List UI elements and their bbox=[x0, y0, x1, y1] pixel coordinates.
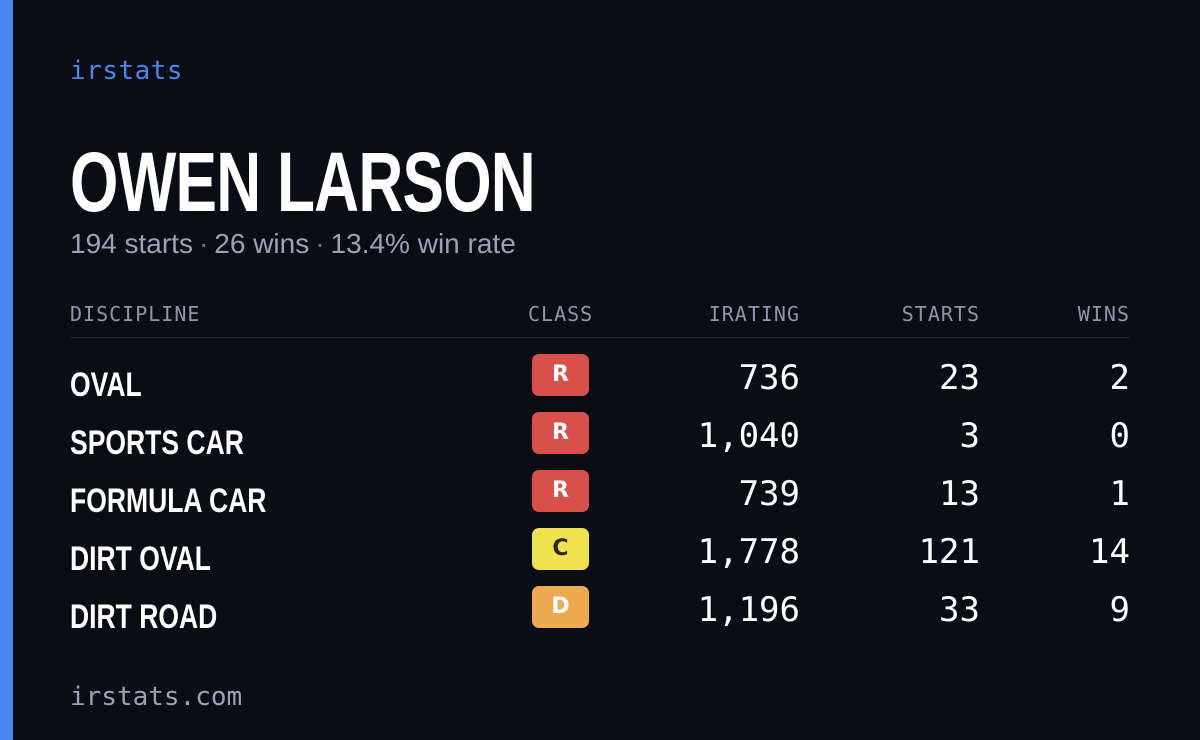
starts-value: 23 bbox=[939, 358, 980, 398]
table-row: DIRT ROAD D 1,196 33 9 bbox=[70, 584, 1130, 642]
discipline-name: DIRT ROAD bbox=[70, 598, 218, 636]
class-badge: C bbox=[532, 528, 589, 570]
wins-value: 2 bbox=[1109, 358, 1130, 398]
header-class: CLASS bbox=[528, 302, 594, 326]
irating-value: 1,196 bbox=[697, 590, 800, 630]
header-discipline: DISCIPLINE bbox=[70, 302, 201, 326]
stats-table: DISCIPLINE CLASS IRATING STARTS WINS OVA… bbox=[70, 298, 1130, 642]
header-starts: STARTS bbox=[901, 302, 980, 326]
player-summary: 194 starts · 26 wins · 13.4% win rate bbox=[70, 228, 516, 260]
footer-url: irstats.com bbox=[70, 682, 243, 712]
class-badge: R bbox=[532, 470, 589, 512]
summary-wins: 26 wins bbox=[214, 228, 310, 259]
discipline-name: SPORTS CAR bbox=[70, 424, 244, 462]
discipline-name: DIRT OVAL bbox=[70, 540, 211, 578]
header-irating: IRATING bbox=[708, 302, 800, 326]
header-wins: WINS bbox=[1077, 302, 1130, 326]
wins-value: 9 bbox=[1109, 590, 1130, 630]
wins-value: 0 bbox=[1109, 416, 1130, 456]
table-row: FORMULA CAR R 739 13 1 bbox=[70, 468, 1130, 526]
starts-value: 121 bbox=[918, 532, 980, 572]
summary-starts: 194 starts bbox=[70, 228, 193, 259]
irating-value: 1,778 bbox=[697, 532, 800, 572]
table-header: DISCIPLINE CLASS IRATING STARTS WINS bbox=[70, 298, 1130, 338]
accent-bar bbox=[0, 0, 13, 740]
discipline-name: OVAL bbox=[70, 366, 142, 404]
summary-separator: · bbox=[198, 228, 209, 259]
starts-value: 33 bbox=[939, 590, 980, 630]
summary-win-rate: 13.4% win rate bbox=[330, 228, 516, 259]
discipline-name: FORMULA CAR bbox=[70, 482, 267, 520]
wins-value: 14 bbox=[1089, 532, 1130, 572]
brand-logo: irstats bbox=[70, 56, 184, 86]
starts-value: 13 bbox=[939, 474, 980, 514]
wins-value: 1 bbox=[1109, 474, 1130, 514]
irating-value: 739 bbox=[738, 474, 800, 514]
player-name: OWEN LARSON bbox=[70, 135, 536, 229]
class-badge: R bbox=[532, 354, 589, 396]
irating-value: 736 bbox=[738, 358, 800, 398]
irating-value: 1,040 bbox=[697, 416, 800, 456]
table-row: OVAL R 736 23 2 bbox=[70, 352, 1130, 410]
class-badge: D bbox=[532, 586, 589, 628]
summary-separator: · bbox=[315, 228, 325, 259]
class-badge: R bbox=[532, 412, 589, 454]
table-row: SPORTS CAR R 1,040 3 0 bbox=[70, 410, 1130, 468]
table-row: DIRT OVAL C 1,778 121 14 bbox=[70, 526, 1130, 584]
table-body: OVAL R 736 23 2 SPORTS CAR R 1,040 3 0 F… bbox=[70, 338, 1130, 642]
starts-value: 3 bbox=[959, 416, 980, 456]
